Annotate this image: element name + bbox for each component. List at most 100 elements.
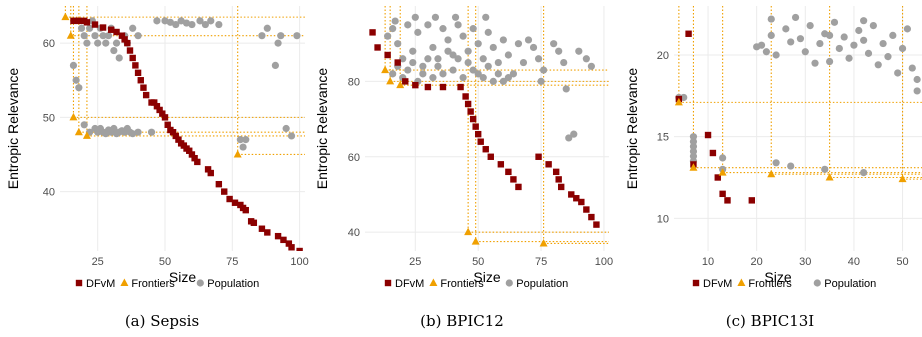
population-point <box>884 53 892 61</box>
population-point <box>816 39 824 48</box>
dfvm-point <box>424 83 432 91</box>
population-point <box>424 55 432 63</box>
population-point <box>389 25 397 33</box>
dfvm-point <box>748 197 756 204</box>
population-point <box>474 70 482 78</box>
dfvm-point <box>568 191 575 198</box>
population-point <box>94 39 102 47</box>
frontiers-point <box>464 227 473 236</box>
population-point <box>787 162 795 170</box>
population-point <box>757 41 766 49</box>
dfvm-point <box>153 103 161 110</box>
dfvm-point <box>505 168 512 176</box>
dfvm-point <box>161 114 169 121</box>
population-point <box>529 43 538 52</box>
population-point <box>263 24 271 32</box>
population-point <box>411 13 419 21</box>
dfvm-point <box>296 247 303 251</box>
dfvm-point <box>469 115 477 123</box>
dfvm-point <box>175 136 182 143</box>
series-frontiers <box>674 97 907 183</box>
population-point <box>134 32 142 40</box>
population-point <box>80 121 88 129</box>
population-point <box>104 32 113 40</box>
population-point <box>439 25 447 33</box>
population-point <box>424 21 432 29</box>
grid <box>365 6 609 251</box>
population-point <box>570 130 578 138</box>
dfvm-point <box>258 225 266 232</box>
population-point <box>499 36 507 44</box>
population-point <box>274 39 282 47</box>
population-point <box>796 35 805 43</box>
dfvm-point <box>714 174 721 181</box>
frontiers-point <box>689 163 698 171</box>
x-tick-label: 10 <box>702 256 714 268</box>
x-tick-label: 40 <box>848 256 860 268</box>
dfvm-point <box>439 83 447 91</box>
y-tick-label: 15 <box>657 132 669 144</box>
dfvm-point <box>685 30 692 37</box>
dfvm-point <box>474 130 482 138</box>
population-point <box>277 32 285 40</box>
data-points <box>61 12 303 251</box>
population-point <box>484 28 492 36</box>
y-tick-label: 10 <box>657 213 669 225</box>
population-point <box>565 134 573 142</box>
dfvm-point <box>118 32 126 39</box>
dfvm-point <box>477 138 484 145</box>
x-tick-label: 25 <box>409 256 421 268</box>
legend-dfvm-marker <box>692 279 700 287</box>
population-point <box>77 24 86 32</box>
dfvm-point <box>288 244 295 251</box>
population-point <box>504 74 512 82</box>
dfvm-point <box>169 129 177 136</box>
legend: DFvM Frontiers Population <box>75 278 259 290</box>
dfvm-point <box>121 36 128 43</box>
population-point <box>239 143 247 151</box>
dfvm-point <box>464 100 472 108</box>
dfvm-point <box>583 206 590 213</box>
population-point <box>83 39 91 47</box>
legend-label: Population <box>207 278 259 290</box>
population-point <box>811 59 819 67</box>
x-tick-label: 75 <box>226 256 238 268</box>
population-point <box>903 25 912 33</box>
y-tick-label: 40 <box>348 227 360 239</box>
y-tick-label: 40 <box>43 187 55 199</box>
dfvm-point <box>221 188 228 195</box>
population-point <box>454 55 462 63</box>
y-tick-label: 80 <box>348 76 360 88</box>
frontiers-point <box>767 169 776 178</box>
population-point <box>434 55 442 63</box>
data-points <box>369 13 600 247</box>
frontiers-point <box>82 131 91 139</box>
population-point <box>845 54 853 62</box>
dfvm-point <box>250 219 258 226</box>
y-axis-title: Entropic Relevance <box>624 68 640 190</box>
legend-frontiers-marker <box>737 278 746 286</box>
dfvm-point <box>159 110 166 117</box>
dfvm-point <box>482 146 489 153</box>
population-point <box>514 40 523 48</box>
dfvm-point <box>578 198 585 206</box>
legend-frontiers-marker <box>429 278 438 286</box>
population-point <box>464 58 472 67</box>
y-tick-label: 60 <box>43 38 55 50</box>
population-point <box>772 51 780 59</box>
legend-label: Frontiers <box>440 278 484 290</box>
population-point <box>782 25 790 33</box>
dfvm-point <box>156 106 163 114</box>
population-point <box>719 154 727 162</box>
legend: DFvM Frontiers Population <box>692 278 876 290</box>
population-point <box>469 25 477 33</box>
frontiers-point <box>66 31 75 39</box>
population-point <box>454 21 462 29</box>
dfvm-point <box>280 236 287 244</box>
x-tick-label: 50 <box>896 256 908 268</box>
legend-population-marker <box>505 279 513 287</box>
dfvm-point <box>724 197 731 204</box>
population-point <box>482 13 490 21</box>
population-point <box>855 26 863 35</box>
